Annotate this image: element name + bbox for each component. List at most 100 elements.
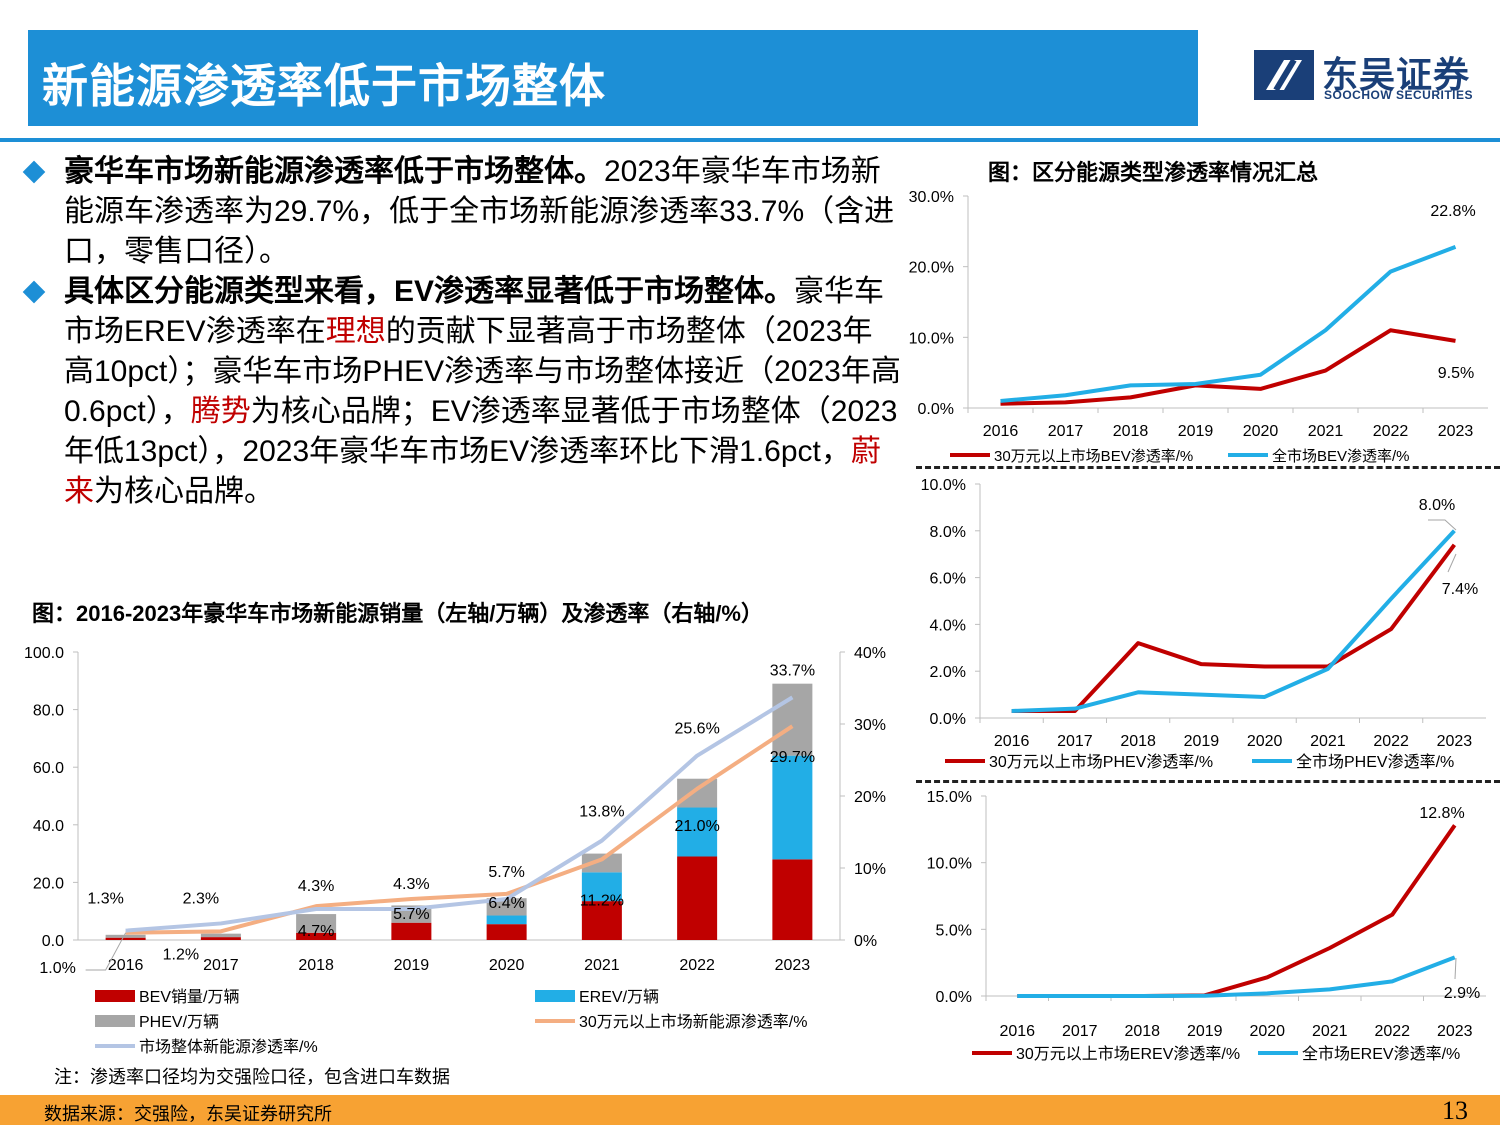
header-rule xyxy=(0,138,1500,142)
x-tick-label: 2023 xyxy=(775,957,811,974)
x-tick-label: 2017 xyxy=(1048,423,1084,440)
bullet-list: 豪华车市场新能源渗透率低于市场整体。2023年豪华车市场新能源车渗透率为29.7… xyxy=(22,152,902,512)
x-tick-label: 2021 xyxy=(1308,423,1344,440)
luxury-rate-label: 4.7% xyxy=(298,923,334,940)
legend-label: 全市场PHEV渗透率/% xyxy=(1296,753,1454,771)
legend-label: EREV/万辆 xyxy=(579,988,659,1006)
bar-bev xyxy=(200,937,241,940)
x-tick-label: 2018 xyxy=(1113,423,1149,440)
left-chart-caption: 图：2016-2023年豪华车市场新能源销量（左轴/万辆）及渗透率（右轴/%） xyxy=(32,601,763,626)
market-rate-label: 4.3% xyxy=(393,876,429,893)
legend-label: 30万元以上市场PHEV渗透率/% xyxy=(989,753,1213,771)
left-tick-label: 20.0 xyxy=(33,875,64,892)
legend-label: 30万元以上市场新能源渗透率/% xyxy=(579,1013,807,1031)
x-tick-label: 2016 xyxy=(994,733,1030,750)
y-tick-label: 0.0% xyxy=(936,989,972,1006)
brand-lixiang: 理想 xyxy=(325,315,386,348)
left-tick-label: 60.0 xyxy=(33,760,64,777)
bar-phev xyxy=(581,853,622,873)
bullet-2-text: 为核心品牌。 xyxy=(94,475,274,508)
market-series-line xyxy=(1017,955,1456,998)
market-nev-line xyxy=(125,695,794,933)
bar-erev xyxy=(677,807,718,857)
bar-bev xyxy=(677,856,718,940)
x-tick-label: 2019 xyxy=(1184,733,1220,750)
bullet-2-text: 的贡献下显著高于市场整体（2023年高10pct）；豪华车市场PHEV渗透率与市… xyxy=(64,315,901,428)
soochow-logo-icon xyxy=(1254,50,1314,100)
x-tick-label: 2022 xyxy=(679,957,715,974)
legend-label: 市场整体新能源渗透率/% xyxy=(139,1038,318,1056)
market-rate-label: 4.3% xyxy=(298,878,334,895)
erev-chart: 0.0% 5.0% 10.0% 15.0% 2016 2017 2018 2019 2020 20… xyxy=(927,789,1486,1063)
bullet-1-text: 2023年豪华车市场新能源车渗透率为29.7%，低于全市场新能源渗透率33.7%… xyxy=(64,155,895,268)
x-tick-label: 2020 xyxy=(489,957,525,974)
luxury-series-line xyxy=(1000,328,1456,406)
end-value-label: 8.0% xyxy=(1419,497,1455,514)
end-value-label: 2.9% xyxy=(1444,985,1480,1002)
x-tick-label: 2019 xyxy=(1178,423,1214,440)
bar-erev xyxy=(581,872,622,902)
left-tick-label: 40.0 xyxy=(33,818,64,835)
x-tick-label: 2020 xyxy=(1247,733,1283,750)
label-leader-line xyxy=(1428,519,1457,531)
x-tick-label: 2017 xyxy=(1062,1023,1098,1040)
end-value-label: 12.8% xyxy=(1419,805,1464,822)
bar-bev xyxy=(486,924,527,940)
diamond-bullet-icon xyxy=(22,280,46,304)
bev-chart: 0.0% 10.0% 20.0% 30.0% 2016 2017 2018 2019 2020 2… xyxy=(909,189,1488,465)
x-tick-label: 2020 xyxy=(1243,423,1279,440)
bar-erev xyxy=(486,915,527,925)
bar-bev xyxy=(296,932,337,940)
market-rate-label: 5.7% xyxy=(488,864,524,881)
bar-phev xyxy=(772,683,813,756)
x-tick-label: 2022 xyxy=(1373,423,1409,440)
legend-label: 30万元以上市场EREV渗透率/% xyxy=(1016,1045,1240,1063)
diamond-bullet-icon xyxy=(22,160,46,184)
bar-phev xyxy=(486,898,527,916)
y-tick-label: 15.0% xyxy=(927,789,972,806)
bullet-2-bold: 具体区分能源类型来看，EV渗透率显著低于市场整体。 xyxy=(64,275,795,308)
main-chart: 0.0 20.0 40.0 60.0 80.0 100.0 0% 10% 20% 30% 40% 20… xyxy=(24,645,886,1056)
y-tick-label: 4.0% xyxy=(930,617,966,634)
x-tick-label: 2016 xyxy=(108,957,144,974)
left-tick-label: 0.0 xyxy=(42,933,64,950)
market-series-line xyxy=(1011,529,1456,713)
y-tick-label: 6.0% xyxy=(930,571,966,588)
luxury-rate-label: 29.7% xyxy=(770,749,815,766)
y-tick-label: 2.0% xyxy=(930,664,966,681)
legend-label: 全市场EREV渗透率/% xyxy=(1302,1045,1460,1063)
x-tick-label: 2016 xyxy=(983,423,1019,440)
right-tick-label: 20% xyxy=(854,789,886,806)
x-tick-label: 2021 xyxy=(1310,733,1346,750)
x-tick-label: 2022 xyxy=(1374,1023,1410,1040)
right-tick-label: 30% xyxy=(854,717,886,734)
x-tick-label: 2019 xyxy=(394,957,430,974)
divider-2 xyxy=(916,780,1500,783)
divider-1 xyxy=(916,466,1500,469)
footer-bar xyxy=(0,1095,1500,1125)
y-tick-label: 10.0% xyxy=(909,330,954,347)
legend-swatch xyxy=(95,1015,135,1027)
page-title: 新能源渗透率低于市场整体 xyxy=(42,60,606,112)
label-leader-line xyxy=(1447,553,1457,573)
x-tick-label: 2022 xyxy=(1373,733,1409,750)
x-tick-label: 2023 xyxy=(1438,423,1474,440)
luxury-rate-label: 1.0% xyxy=(39,960,75,977)
bar-bev xyxy=(581,901,622,940)
market-rate-label: 13.8% xyxy=(579,804,624,821)
phev-chart: 0.0% 2.0% 4.0% 6.0% 8.0% 10.0% 2016 2017 2018 201… xyxy=(921,477,1486,771)
bar-phev xyxy=(105,934,146,938)
bar-bev xyxy=(391,922,432,940)
bar-phev xyxy=(200,933,241,938)
market-rate-label: 1.3% xyxy=(87,891,123,908)
left-tick-label: 80.0 xyxy=(33,703,64,720)
right-tick-label: 0% xyxy=(854,933,877,950)
x-tick-label: 2019 xyxy=(1187,1023,1223,1040)
luxury-rate-label: 1.2% xyxy=(163,946,199,963)
y-tick-label: 5.0% xyxy=(936,922,972,939)
x-tick-label: 2018 xyxy=(1120,733,1156,750)
right-tick-label: 10% xyxy=(854,861,886,878)
luxury-nev-line xyxy=(125,724,794,935)
x-tick-label: 2018 xyxy=(1124,1023,1160,1040)
bar-phev xyxy=(677,778,718,808)
